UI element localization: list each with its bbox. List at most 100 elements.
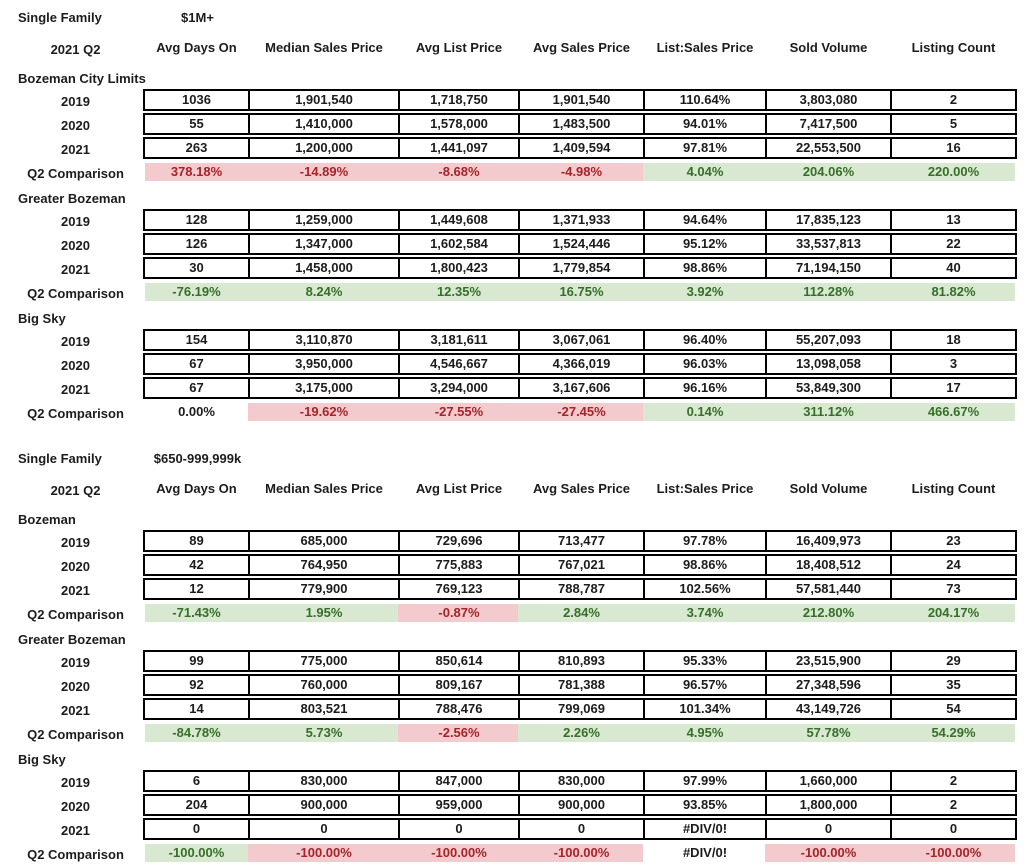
data-cell[interactable]: 17,835,123 (765, 211, 890, 229)
data-cell[interactable]: 1,602,584 (398, 235, 518, 253)
data-cell[interactable]: 92 (189, 677, 204, 692)
comparison-cell[interactable]: -100.00% (765, 844, 890, 862)
data-cell[interactable]: 12 (189, 581, 204, 596)
data-cell[interactable]: 18,408,512 (765, 556, 890, 574)
data-cell[interactable]: 1,347,000 (248, 235, 398, 253)
data-cell[interactable]: 0 (398, 820, 518, 838)
data-cell[interactable]: 1,441,097 (398, 139, 518, 157)
data-cell[interactable]: 781,388 (518, 676, 643, 694)
data-cell[interactable]: 96.16% (643, 379, 765, 397)
comparison-cell[interactable]: 5.73% (248, 724, 398, 742)
data-cell[interactable]: 775,000 (248, 652, 398, 670)
data-cell[interactable]: 799,069 (518, 700, 643, 718)
data-cell[interactable]: 16,409,973 (765, 532, 890, 550)
data-cell[interactable]: 1,578,000 (398, 115, 518, 133)
data-cell[interactable]: 3,167,606 (518, 379, 643, 397)
data-cell[interactable]: 4,366,019 (518, 355, 643, 373)
data-cell[interactable]: 204 (185, 797, 208, 812)
data-cell[interactable]: 1,371,933 (518, 211, 643, 229)
comparison-cell[interactable]: -100.00% (145, 844, 248, 862)
data-cell[interactable]: 3,175,000 (248, 379, 398, 397)
data-cell[interactable]: 959,000 (398, 796, 518, 814)
comparison-cell[interactable]: -0.87% (398, 604, 518, 622)
data-cell[interactable]: 43,149,726 (765, 700, 890, 718)
data-cell[interactable]: 55 (189, 116, 204, 131)
data-cell[interactable]: 33,537,813 (765, 235, 890, 253)
comparison-cell[interactable]: 0.14% (643, 403, 765, 421)
data-cell[interactable]: 810,893 (518, 652, 643, 670)
data-cell[interactable]: 6 (192, 773, 201, 788)
data-cell[interactable]: 2 (890, 796, 1015, 814)
comparison-cell[interactable]: 204.06% (765, 163, 890, 181)
data-cell[interactable]: 788,787 (518, 580, 643, 598)
data-cell[interactable]: 2 (890, 772, 1015, 790)
data-cell[interactable]: 1036 (182, 92, 211, 107)
data-cell[interactable]: 95.12% (643, 235, 765, 253)
comparison-cell[interactable]: 1.95% (248, 604, 398, 622)
data-cell[interactable]: 847,000 (398, 772, 518, 790)
data-cell[interactable]: 71,194,150 (765, 259, 890, 277)
data-cell[interactable]: 40 (890, 259, 1015, 277)
data-cell[interactable]: 22 (890, 235, 1015, 253)
data-cell[interactable]: 1,524,446 (518, 235, 643, 253)
data-cell[interactable]: 102.56% (643, 580, 765, 598)
comparison-cell[interactable]: 54.29% (890, 724, 1015, 742)
data-cell[interactable]: 67 (189, 380, 204, 395)
comparison-cell[interactable]: -27.55% (398, 403, 518, 421)
data-cell[interactable]: 98.86% (643, 259, 765, 277)
data-cell[interactable]: 1,901,540 (518, 91, 643, 109)
data-cell[interactable]: 24 (890, 556, 1015, 574)
comparison-cell[interactable]: -4.98% (518, 163, 643, 181)
data-cell[interactable]: 803,521 (248, 700, 398, 718)
data-cell[interactable]: 1,779,854 (518, 259, 643, 277)
data-cell[interactable]: 126 (185, 236, 208, 251)
data-cell[interactable]: 779,900 (248, 580, 398, 598)
comparison-cell[interactable]: 0.00% (178, 404, 215, 419)
comparison-cell[interactable]: 4.95% (643, 724, 765, 742)
data-cell[interactable]: 0 (765, 820, 890, 838)
data-cell[interactable]: 769,123 (398, 580, 518, 598)
data-cell[interactable]: 128 (185, 212, 208, 227)
data-cell[interactable]: 3,294,000 (398, 379, 518, 397)
comparison-cell[interactable]: -84.78% (145, 724, 248, 742)
comparison-cell[interactable]: -8.68% (398, 163, 518, 181)
comparison-cell[interactable]: 81.82% (890, 283, 1015, 301)
comparison-cell[interactable]: 12.35% (398, 283, 518, 301)
data-cell[interactable]: 18 (890, 331, 1015, 349)
data-cell[interactable]: 713,477 (518, 532, 643, 550)
data-cell[interactable]: 89 (189, 533, 204, 548)
comparison-cell[interactable]: #DIV/0! (682, 845, 728, 860)
data-cell[interactable]: 13 (890, 211, 1015, 229)
data-cell[interactable]: 55,207,093 (765, 331, 890, 349)
comparison-cell[interactable]: 16.75% (518, 283, 643, 301)
data-cell[interactable]: 96.57% (643, 676, 765, 694)
data-cell[interactable]: 67 (189, 356, 204, 371)
data-cell[interactable]: 7,417,500 (765, 115, 890, 133)
comparison-cell[interactable]: -100.00% (890, 844, 1015, 862)
data-cell[interactable]: 42 (189, 557, 204, 572)
data-cell[interactable]: 14 (189, 701, 204, 716)
data-cell[interactable]: 809,167 (398, 676, 518, 694)
data-cell[interactable]: 154 (185, 332, 208, 347)
comparison-cell[interactable]: 4.04% (643, 163, 765, 181)
data-cell[interactable]: 57,581,440 (765, 580, 890, 598)
data-cell[interactable]: 23 (890, 532, 1015, 550)
data-cell[interactable]: 13,098,058 (765, 355, 890, 373)
data-cell[interactable]: 3,181,611 (398, 331, 518, 349)
data-cell[interactable]: 53,849,300 (765, 379, 890, 397)
comparison-cell[interactable]: 378.18% (145, 163, 248, 181)
data-cell[interactable]: 1,200,000 (248, 139, 398, 157)
data-cell[interactable]: 5 (890, 115, 1015, 133)
data-cell[interactable]: 0 (518, 820, 643, 838)
data-cell[interactable]: 35 (890, 676, 1015, 694)
data-cell[interactable]: 760,000 (248, 676, 398, 694)
data-cell[interactable]: 4,546,667 (398, 355, 518, 373)
data-cell[interactable]: 95.33% (643, 652, 765, 670)
comparison-cell[interactable]: 311.12% (765, 403, 890, 421)
data-cell[interactable]: 2 (890, 91, 1015, 109)
comparison-cell[interactable]: -100.00% (518, 844, 643, 862)
comparison-cell[interactable]: -2.56% (398, 724, 518, 742)
data-cell[interactable]: 0 (248, 820, 398, 838)
data-cell[interactable]: 99 (189, 653, 204, 668)
data-cell[interactable]: 3,950,000 (248, 355, 398, 373)
